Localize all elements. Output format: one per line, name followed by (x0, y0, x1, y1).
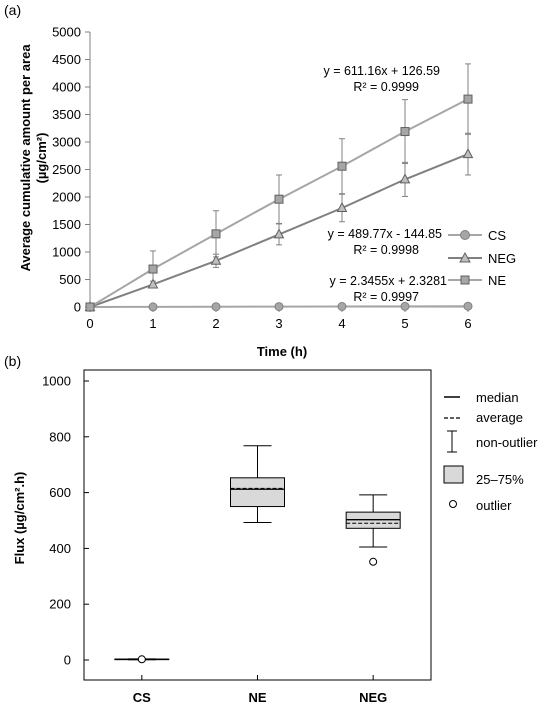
y-tick-label: 0 (64, 653, 71, 668)
panel-a-label: (a) (4, 2, 21, 18)
panel-a-markers (84, 94, 474, 312)
y-tick-label: 2000 (52, 190, 81, 205)
cs-box (114, 655, 170, 664)
category-label: NEG (359, 690, 387, 705)
panel-b-y-title: Flux (µg/cm².h) (12, 472, 27, 565)
neg-point (399, 173, 411, 184)
ne-iqr-box (230, 477, 285, 508)
x-tick-label: 4 (338, 316, 345, 331)
y-tick-label: 400 (49, 541, 71, 556)
panel-a-y-title-line2: (µg/cm²) (34, 133, 49, 184)
y-tick-label: 0 (74, 300, 81, 315)
neg-point (336, 201, 348, 212)
neg-box (345, 494, 401, 566)
legend-cs-marker (460, 230, 470, 240)
panel-b: (b) 0 200 400 600 800 1000 CS NE NEG Flux (µg/c… (4, 353, 538, 705)
y-tick-label: 4000 (52, 80, 81, 95)
neg-point (462, 148, 474, 159)
y-tick-label: 5000 (52, 25, 81, 40)
x-tick-label: 6 (464, 316, 471, 331)
ne-point (337, 161, 347, 171)
legend-neg-label: NEG (488, 251, 516, 266)
y-tick-label: 200 (49, 597, 71, 612)
panel-b-categories: CS NE NEG (133, 675, 387, 705)
y-tick-label: 4500 (52, 52, 81, 67)
neg-equation: y = 489.77x - 144.85 (328, 227, 442, 241)
cs-point (400, 301, 410, 311)
panel-b-legend: median average non-outlier 25–75% outlie… (443, 390, 538, 513)
category-label: CS (133, 690, 151, 705)
legend-cs-label: CS (488, 228, 506, 243)
cs-point (274, 302, 284, 312)
ne-point (463, 94, 473, 104)
cs-point (337, 302, 347, 312)
ne-equation: y = 611.16x + 126.59 (323, 64, 440, 78)
y-tick-label: 1500 (52, 217, 81, 232)
y-tick-label: 800 (49, 429, 71, 444)
y-tick-label: 1000 (42, 374, 71, 389)
neg-r2: R² = 0.9998 (353, 243, 419, 257)
y-tick-label: 600 (49, 485, 71, 500)
x-tick-label: 2 (212, 316, 219, 331)
legend-average-label: average (476, 410, 523, 425)
cs-r2: R² = 0.9997 (353, 290, 419, 304)
legend-non-outlier-swatch (447, 430, 457, 453)
ne-point (211, 229, 221, 239)
y-tick-label: 3000 (52, 135, 81, 150)
panel-a-legend: CS NEG NE (448, 228, 516, 288)
cs-point (211, 302, 221, 312)
panel-b-label: (b) (4, 353, 21, 369)
legend-median-label: median (476, 390, 519, 405)
panel-a-y-ticks: 0 500 1000 1500 2000 2500 3000 3500 4000 4500 5000 (52, 25, 90, 315)
cs-point (148, 302, 158, 312)
ne-point (148, 264, 158, 274)
legend-non-outlier-label: non-outlier (476, 435, 538, 450)
x-tick-label: 5 (401, 316, 408, 331)
neg-point (210, 254, 222, 265)
panel-a-error-bars (150, 63, 471, 289)
y-tick-label: 1000 (52, 245, 81, 260)
legend-iqr-swatch (443, 465, 464, 484)
cs-outlier (137, 655, 146, 664)
panel-a-y-title-line1: Average cumulative amount per area (18, 44, 33, 272)
panel-a: (a) 050010001500200025003000350040004500… (4, 2, 516, 359)
legend-ne-label: NE (488, 273, 506, 288)
legend-iqr-label: 25–75% (476, 472, 524, 487)
y-tick-label: 3500 (52, 107, 81, 122)
ne-point (85, 302, 95, 312)
ne-box (230, 445, 285, 523)
y-tick-label: 2500 (52, 162, 81, 177)
neg-point (273, 228, 285, 239)
ne-point (274, 194, 284, 204)
x-tick-label: 1 (149, 316, 156, 331)
legend-outlier-label: outlier (476, 498, 512, 513)
y-tick-label: 500 (59, 272, 81, 287)
ne-r2: R² = 0.9999 (353, 80, 419, 94)
neg-outlier (369, 557, 378, 566)
legend-outlier-swatch (449, 500, 457, 508)
panel-a-x-title: Time (h) (257, 344, 307, 359)
x-tick-label: 0 (86, 316, 93, 331)
x-tick-label: 3 (275, 316, 282, 331)
cs-point (463, 301, 473, 311)
neg-point (147, 278, 159, 289)
ne-point (400, 127, 410, 137)
legend-neg-marker (459, 251, 471, 263)
legend-ne-marker (460, 275, 470, 285)
cs-equation: y = 2.3455x + 2.3281 (330, 274, 448, 288)
category-label: NE (248, 690, 266, 705)
panel-b-boxes (114, 445, 401, 664)
panel-b-y-ticks: 0 200 400 600 800 1000 (42, 374, 89, 668)
